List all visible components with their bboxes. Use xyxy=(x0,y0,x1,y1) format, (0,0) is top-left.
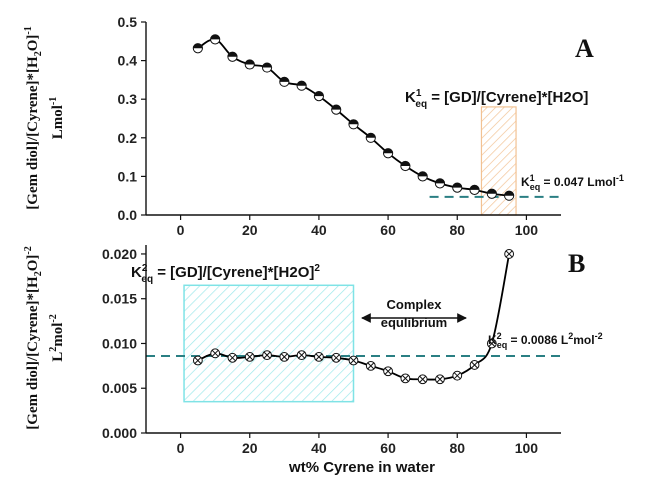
y-tick-label: 0.1 xyxy=(118,168,138,184)
data-point xyxy=(486,188,497,199)
b-x-axis-title: wt% Cyrene in water xyxy=(288,459,435,476)
x-tick-label: 20 xyxy=(242,440,258,456)
x-tick-label: 0 xyxy=(177,222,185,238)
a-data-points xyxy=(192,34,515,201)
panel-b: 0 20 40 60 80 100 0.000 0.005 0.010 0.015 0.020 B… xyxy=(23,245,603,476)
b-shaded-region xyxy=(183,284,355,403)
data-point xyxy=(244,352,255,362)
data-point xyxy=(262,350,272,361)
data-point xyxy=(261,62,273,73)
data-point xyxy=(469,184,480,196)
data-point xyxy=(314,352,324,362)
y-tick-label: 0.020 xyxy=(102,246,137,262)
b-y-tick-labels: 0.000 0.005 0.010 0.015 0.020 xyxy=(102,246,137,441)
a-equation: K1 eq = [GD]/[Cyrene]*[H2O] xyxy=(405,88,588,110)
data-point xyxy=(279,76,290,87)
b-annotation-line1: Complex xyxy=(387,297,443,312)
data-point xyxy=(434,178,446,189)
data-point xyxy=(382,148,394,159)
x-tick-label: 60 xyxy=(380,222,396,238)
a-axes-frame xyxy=(145,22,561,216)
data-point xyxy=(331,352,342,363)
x-tick-label: 40 xyxy=(311,440,327,456)
data-point xyxy=(348,119,359,130)
b-equation: K2 eq = [GD]/[Cyrene]*[H2O]2 xyxy=(131,263,320,285)
y-tick-label: 0.000 xyxy=(102,425,137,441)
data-point xyxy=(452,182,463,193)
b-annotation-line2: equlibrium xyxy=(381,315,447,330)
y-tick-label: 0.0 xyxy=(118,207,138,223)
x-tick-label: 80 xyxy=(449,440,465,456)
data-point xyxy=(192,43,203,54)
x-tick-label: 0 xyxy=(177,440,185,456)
b-x-tick-labels: 0 20 40 60 80 100 xyxy=(177,440,539,456)
b-keq-label: K2 eq = 0.0086 L2mol-2 xyxy=(488,331,603,350)
a-panel-label: A xyxy=(575,34,594,63)
a-x-tick-labels: 0 20 40 60 80 100 xyxy=(177,222,539,238)
y-tick-label: 0.4 xyxy=(118,53,138,69)
y-tick-label: 0.5 xyxy=(118,14,138,30)
data-point xyxy=(192,355,203,366)
data-point xyxy=(313,91,325,102)
y-tick-label: 0.005 xyxy=(102,380,137,396)
x-tick-label: 100 xyxy=(515,440,539,456)
data-point xyxy=(417,171,428,182)
data-point xyxy=(331,104,342,115)
a-y-axis-unit: Lmol-1 xyxy=(48,97,66,140)
a-fit-curve xyxy=(197,38,510,197)
b-data-points xyxy=(192,249,515,385)
b-panel-label: B xyxy=(568,249,585,278)
b-y-axis-title: [Gem diol]/[Cyrene]*[H2O]-2 xyxy=(23,246,44,429)
x-tick-label: 100 xyxy=(515,222,539,238)
data-point xyxy=(227,51,238,62)
data-point xyxy=(383,366,393,377)
b-axis-ticks xyxy=(141,253,528,438)
b-y-axis-unit: L2mol-2 xyxy=(48,314,66,362)
data-point xyxy=(210,348,221,359)
y-tick-label: 0.010 xyxy=(102,335,137,351)
data-point xyxy=(348,355,359,366)
b-axes-frame xyxy=(145,245,561,434)
a-y-tick-labels: 0.0 0.1 0.2 0.3 0.4 0.5 xyxy=(118,14,138,223)
x-tick-label: 20 xyxy=(242,222,258,238)
data-point xyxy=(504,190,515,201)
data-point xyxy=(400,160,411,172)
data-point xyxy=(227,352,238,363)
data-point xyxy=(365,360,376,371)
x-tick-label: 80 xyxy=(449,222,465,238)
data-point xyxy=(452,370,463,381)
panel-a: 0 20 40 60 80 100 0.0 0.1 0.2 0.3 0.4 0.5 A K1 eq =… xyxy=(23,14,624,238)
data-point xyxy=(244,59,255,70)
a-keq-label: K1 eq = 0.047 Lmol-1 xyxy=(521,173,624,192)
a-y-axis-title: [Gem diol]/[Cyrene]*[H2O]-1 xyxy=(23,26,44,209)
data-point xyxy=(210,34,221,45)
data-point xyxy=(296,80,307,91)
y-tick-label: 0.015 xyxy=(102,291,137,307)
data-point xyxy=(504,249,515,259)
data-point xyxy=(469,360,480,370)
a-axis-ticks xyxy=(141,21,528,220)
data-point xyxy=(279,352,290,362)
data-point xyxy=(365,132,376,143)
x-tick-label: 40 xyxy=(311,222,327,238)
y-tick-label: 0.2 xyxy=(118,130,138,146)
data-point xyxy=(435,374,445,385)
data-point xyxy=(400,373,411,384)
x-tick-label: 60 xyxy=(380,440,396,456)
y-tick-label: 0.3 xyxy=(118,91,138,107)
data-point xyxy=(486,338,497,349)
data-point xyxy=(296,350,307,361)
data-point xyxy=(417,374,428,385)
